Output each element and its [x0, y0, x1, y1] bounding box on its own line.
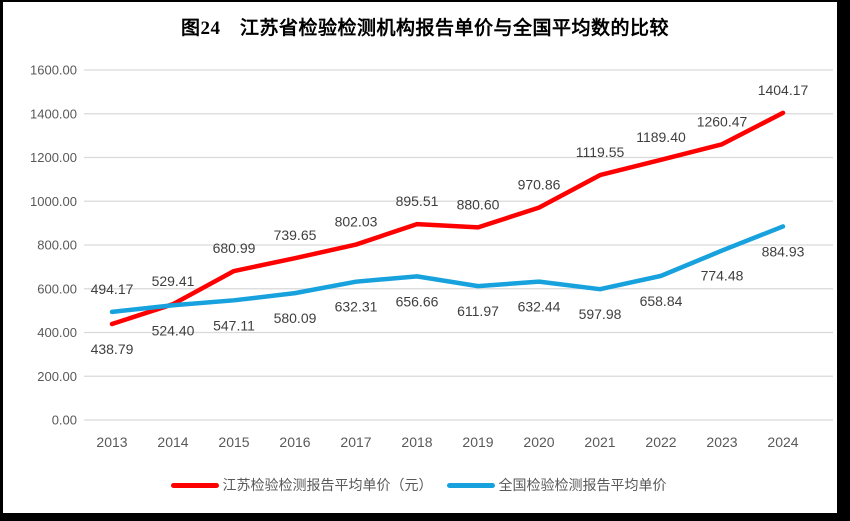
series-national-line [109, 224, 786, 315]
svg-text:600.00: 600.00 [37, 281, 77, 296]
svg-text:2018: 2018 [401, 434, 432, 450]
svg-text:2015: 2015 [218, 434, 249, 450]
svg-text:1400.00: 1400.00 [30, 106, 77, 121]
svg-text:2013: 2013 [96, 434, 127, 450]
legend-label-jiangsu: 江苏检验检测报告平均单价（元） [222, 477, 433, 493]
svg-text:1600.00: 1600.00 [30, 63, 77, 78]
frame-border-bottom [0, 513, 850, 521]
svg-text:2021: 2021 [584, 434, 615, 450]
svg-text:400.00: 400.00 [37, 325, 77, 340]
svg-text:1260.47: 1260.47 [697, 113, 748, 129]
svg-text:895.51: 895.51 [396, 193, 439, 209]
svg-text:200.00: 200.00 [37, 369, 77, 384]
series-national-data-labels: 494.17 524.40 547.11 580.09 632.31 656.66 611.… [91, 243, 805, 338]
svg-text:611.97: 611.97 [457, 303, 499, 319]
series-jiangsu-data-labels: 438.79 529.41 680.99 739.65 802.03 895.51 880.… [91, 82, 809, 357]
chart-legend: 江苏检验检测报告平均单价（元） 全国检验检测报告平均单价 [0, 474, 837, 496]
svg-text:2023: 2023 [706, 434, 737, 450]
svg-text:1200.00: 1200.00 [30, 150, 77, 165]
svg-text:739.65: 739.65 [274, 227, 317, 243]
legend-item-national: 全国检验检测报告平均单价 [446, 475, 667, 495]
national-line-swatch [446, 482, 495, 488]
svg-text:2019: 2019 [462, 434, 493, 450]
x-axis-labels: 2013 2014 2015 2016 2017 2018 2019 2020 2021 2022… [96, 434, 798, 450]
svg-text:680.99: 680.99 [213, 240, 256, 256]
svg-text:494.17: 494.17 [91, 281, 134, 297]
svg-text:529.41: 529.41 [152, 273, 195, 289]
svg-text:438.79: 438.79 [91, 341, 134, 357]
legend-label-national: 全国检验检测报告平均单价 [498, 477, 667, 493]
svg-text:2020: 2020 [523, 434, 554, 450]
svg-text:597.98: 597.98 [579, 306, 622, 322]
jiangsu-line-swatch [170, 482, 219, 488]
svg-text:1000.00: 1000.00 [30, 194, 77, 209]
svg-text:2014: 2014 [157, 434, 188, 450]
svg-text:970.86: 970.86 [518, 177, 561, 193]
svg-text:2024: 2024 [767, 434, 798, 450]
svg-text:880.60: 880.60 [457, 196, 500, 212]
svg-text:2016: 2016 [279, 434, 310, 450]
frame-border-top [0, 0, 850, 2]
frame-border-right [837, 0, 850, 521]
svg-text:2017: 2017 [340, 434, 371, 450]
svg-text:658.84: 658.84 [640, 293, 683, 309]
legend-item-jiangsu: 江苏检验检测报告平均单价（元） [170, 475, 433, 495]
svg-text:632.31: 632.31 [335, 299, 378, 315]
svg-text:632.44: 632.44 [518, 299, 561, 315]
svg-text:802.03: 802.03 [335, 214, 378, 230]
chart-title: 图24 江苏省检验检测机构报告单价与全国平均数的比较 [180, 18, 669, 39]
y-axis-labels: 0.00 200.00 400.00 600.00 800.00 1000.00 1200.… [30, 63, 77, 428]
svg-text:774.48: 774.48 [701, 268, 744, 284]
svg-text:524.40: 524.40 [152, 322, 195, 338]
svg-text:800.00: 800.00 [37, 238, 77, 253]
series-jiangsu-line [109, 110, 786, 327]
svg-text:884.93: 884.93 [762, 243, 805, 259]
svg-text:656.66: 656.66 [396, 293, 439, 309]
svg-text:1189.40: 1189.40 [636, 129, 686, 145]
grid-lines [84, 69, 833, 421]
svg-text:2022: 2022 [645, 434, 676, 450]
svg-text:1404.17: 1404.17 [758, 82, 809, 98]
svg-text:1119.55: 1119.55 [576, 144, 625, 160]
svg-text:547.11: 547.11 [213, 317, 255, 333]
svg-text:580.09: 580.09 [274, 310, 317, 326]
frame-border-left [0, 0, 3, 521]
svg-text:0.00: 0.00 [52, 413, 77, 428]
